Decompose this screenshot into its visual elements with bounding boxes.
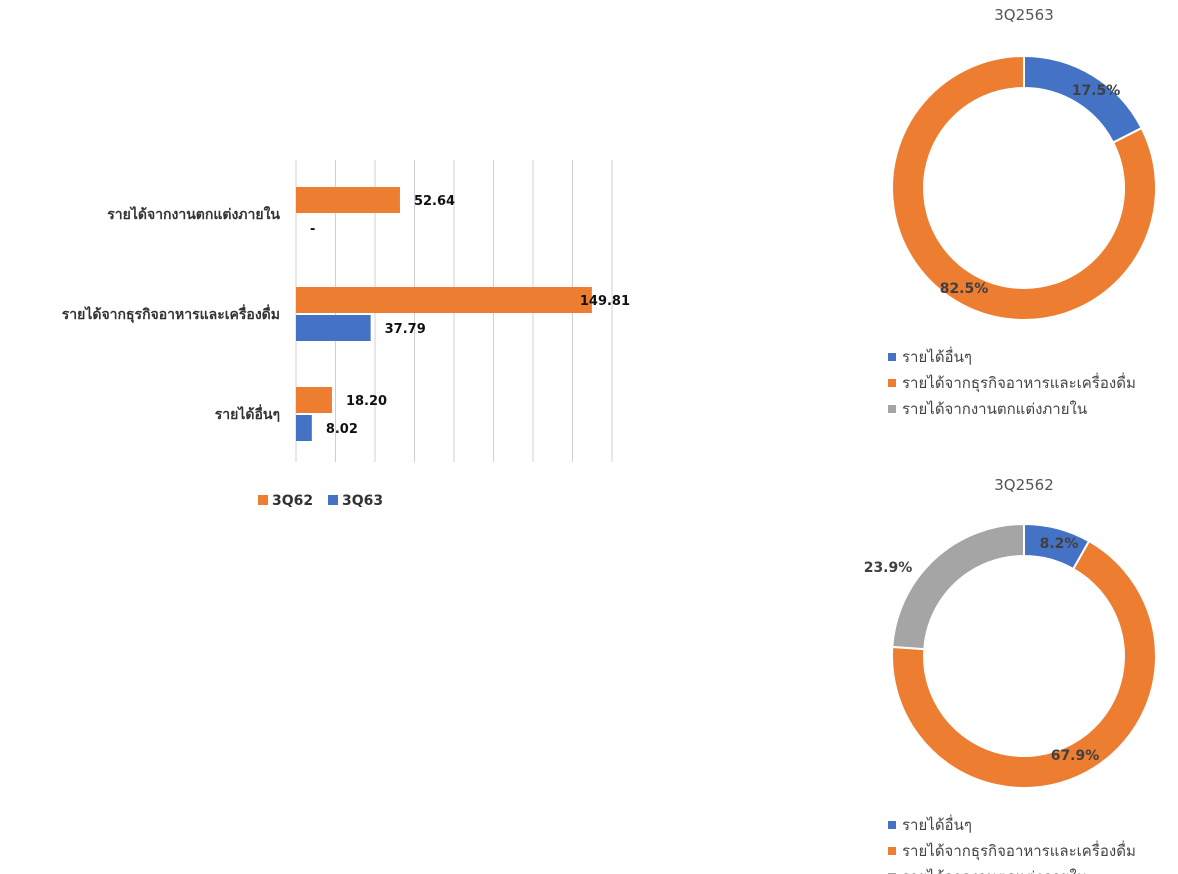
data-label: 52.64 (414, 194, 455, 209)
legend-label: รายได้อื่นๆ (902, 814, 972, 834)
legend-swatch (888, 847, 896, 855)
data-label: 37.79 (385, 322, 426, 337)
legend-swatch (888, 405, 896, 413)
legend-swatch-3q62 (258, 495, 268, 505)
legend-label: 3Q62 (272, 493, 313, 509)
data-label: 149.81 (580, 294, 630, 309)
legend-label: รายได้อื่นๆ (902, 346, 972, 366)
slice-label: 23.9% (864, 560, 913, 576)
chart-title: 3Q2563 (994, 6, 1054, 24)
legend-swatch (888, 379, 896, 387)
legend-label: รายได้จากงานตกแต่งภายใน (902, 400, 1087, 418)
legend-swatch-3q63 (328, 495, 338, 505)
category-label: รายได้จากงานตกแต่งภายใน (107, 205, 280, 223)
donut-chart-3q2562: 3Q2562 8.2% 67.9% 23.9% รายได้อื่นๆรายได้จาก… (864, 476, 1157, 874)
legend-label: รายได้จากธุรกิจอาหารและเครื่องดื่ม (902, 840, 1136, 861)
data-label: - (310, 222, 315, 237)
donut-slice (891, 539, 1157, 789)
donut-slice (1023, 54, 1143, 144)
bar-3q63 (296, 415, 312, 441)
bar-3q63 (296, 315, 371, 341)
legend-label: 3Q63 (342, 493, 383, 509)
slice-label: 82.5% (940, 281, 989, 297)
data-label: 8.02 (326, 422, 358, 437)
data-label: 18.20 (346, 394, 387, 409)
legend-label: รายได้จากธุรกิจอาหารและเครื่องดื่ม (902, 372, 1136, 393)
chart-title: 3Q2562 (994, 476, 1054, 494)
bar-3q62 (296, 187, 400, 213)
donut-slice (891, 54, 1157, 321)
slice-label: 8.2% (1040, 536, 1079, 552)
donut-chart-3q2563: 3Q2563 17.5% 82.5% รายได้อื่นๆรายได้จากธุรก… (888, 6, 1157, 418)
bar-3q62 (296, 387, 332, 413)
revenue-bar-chart: รายได้จากงานตกแต่งภายใน 52.64 - รายได้จากธุ… (62, 160, 630, 509)
category-label: รายได้จากธุรกิจอาหารและเครื่องดื่ม (62, 304, 280, 323)
bar-3q62 (296, 287, 592, 313)
legend-swatch (888, 821, 896, 829)
slice-label: 67.9% (1051, 748, 1100, 764)
legend-label: รายได้จากงานตกแต่งภายใน (902, 868, 1087, 874)
donut-slice (891, 522, 1025, 651)
category-label: รายได้อื่นๆ (215, 404, 280, 423)
legend-swatch (888, 353, 896, 361)
slice-label: 17.5% (1072, 83, 1121, 99)
